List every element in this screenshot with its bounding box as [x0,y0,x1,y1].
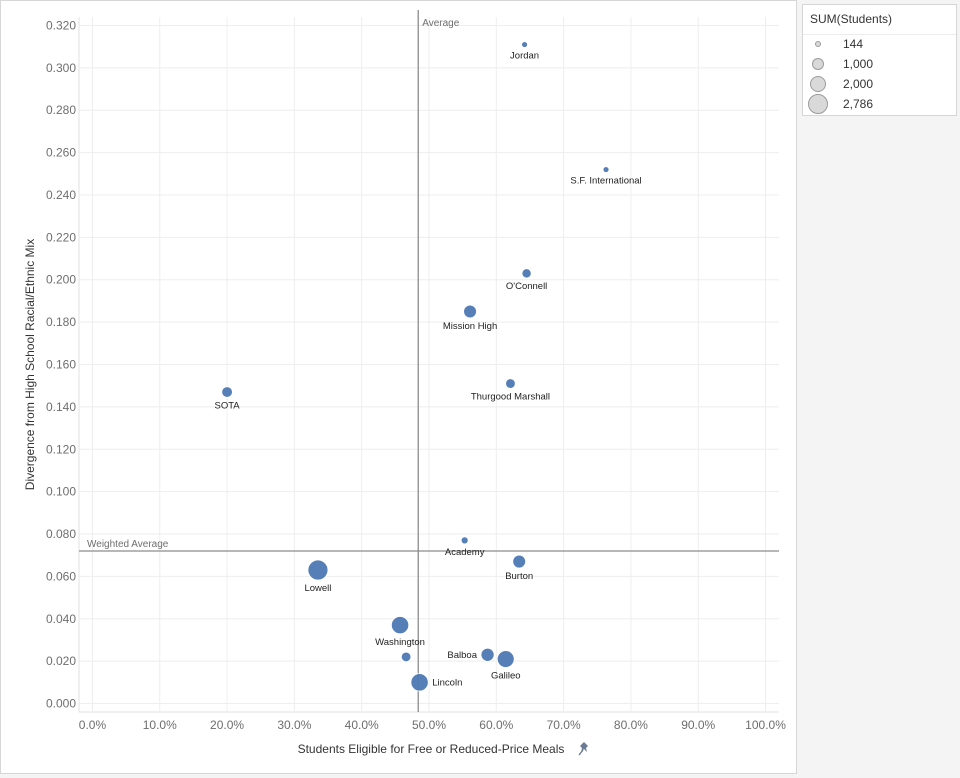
chart-panel: Average Weighted Average 0.000 0.020 0.040 0… [0,0,797,774]
point-label: Jordan [510,51,539,62]
data-point-sota[interactable] [221,386,233,398]
data-point-burton[interactable] [512,554,527,569]
y-tick-label: 0.220 [46,230,76,244]
data-point-lincoln[interactable] [410,673,429,692]
data-point-thurgood-marshall[interactable] [505,378,516,389]
x-tick-label: 0.0% [79,718,107,732]
data-point-o-connell[interactable] [521,268,532,279]
point-label: Washington [375,637,425,648]
legend-size-label: 144 [843,37,864,51]
point-label: Mission High [443,321,497,332]
legend-item: 1,000 [803,54,953,74]
point-label: Academy [445,547,485,558]
x-tick-label: 80.0% [614,718,648,732]
x-tick-label: 50.0% [412,718,446,732]
axis-ticks: 0.000 0.020 0.040 0.060 0.080 0.100 0.120 0.140… [46,18,786,732]
point-label: Lincoln [432,677,462,688]
legend-size-label: 2,000 [843,77,874,91]
data-point-lowell[interactable] [307,559,329,581]
y-tick-label: 0.200 [46,273,76,287]
y-tick-label: 0.240 [46,188,76,202]
reference-lines: Average Weighted Average [79,10,779,712]
data-point[interactable] [400,651,412,663]
y-tick-label: 0.020 [46,654,76,668]
gridlines [78,17,779,713]
x-tick-label: 20.0% [210,718,244,732]
x-tick-label: 100.0% [745,718,786,732]
x-tick-label: 10.0% [143,718,177,732]
pin-icon[interactable] [578,742,588,756]
y-tick-label: 0.140 [46,400,76,414]
data-point-washington[interactable] [390,616,410,635]
y-tick-label: 0.320 [46,18,76,32]
legend-size-circle [808,94,828,114]
y-tick-label: 0.000 [46,697,76,711]
x-tick-label: 60.0% [479,718,513,732]
y-tick-label: 0.120 [46,442,76,456]
data-point-academy[interactable] [460,536,469,545]
legend-title: SUM(Students) [803,5,956,35]
y-tick-label: 0.060 [46,569,76,583]
y-axis-title: Divergence from High School Racial/Ethni… [23,239,37,490]
data-point-balboa[interactable] [480,647,495,662]
legend-size-circle [815,41,821,47]
average-reference-label: Average [422,18,460,29]
x-tick-label: 70.0% [547,718,581,732]
y-tick-label: 0.160 [46,358,76,372]
data-point-galileo[interactable] [496,650,515,668]
y-tick-label: 0.300 [46,61,76,75]
y-tick-label: 0.100 [46,485,76,499]
legend-item: 144 [803,34,953,54]
point-labels: Jordan S.F. International O'Connell Mission… [214,51,641,689]
y-tick-label: 0.040 [46,612,76,626]
data-points[interactable] [221,41,610,692]
size-legend: SUM(Students) 144 1,000 2,000 2,786 [802,4,957,116]
legend-size-circle [812,58,824,70]
legend-size-circle [809,75,827,93]
legend-size-label: 2,786 [843,97,874,111]
y-tick-label: 0.260 [46,146,76,160]
x-tick-label: 30.0% [277,718,311,732]
legend-size-label: 1,000 [843,57,874,71]
legend-item: 2,000 [803,74,953,94]
legend-item: 2,786 [803,94,953,114]
x-axis-title: Students Eligible for Free or Reduced-Pr… [298,742,565,756]
point-label: Balboa [447,650,477,661]
point-label: Burton [505,571,533,582]
point-label: SOTA [214,400,240,411]
point-label: Galileo [491,671,521,682]
data-point-mission-high[interactable] [463,304,477,319]
data-point-jordan[interactable] [521,41,528,48]
data-point-s-f-international[interactable] [602,166,610,173]
y-tick-label: 0.180 [46,315,76,329]
point-label: Lowell [304,583,331,594]
y-tick-label: 0.280 [46,103,76,117]
x-tick-label: 40.0% [345,718,379,732]
weighted-average-reference-label: Weighted Average [87,539,169,550]
point-label: O'Connell [506,281,547,292]
x-tick-label: 90.0% [681,718,715,732]
point-label: S.F. International [570,176,641,187]
y-tick-label: 0.080 [46,527,76,541]
point-label: Thurgood Marshall [471,391,550,402]
